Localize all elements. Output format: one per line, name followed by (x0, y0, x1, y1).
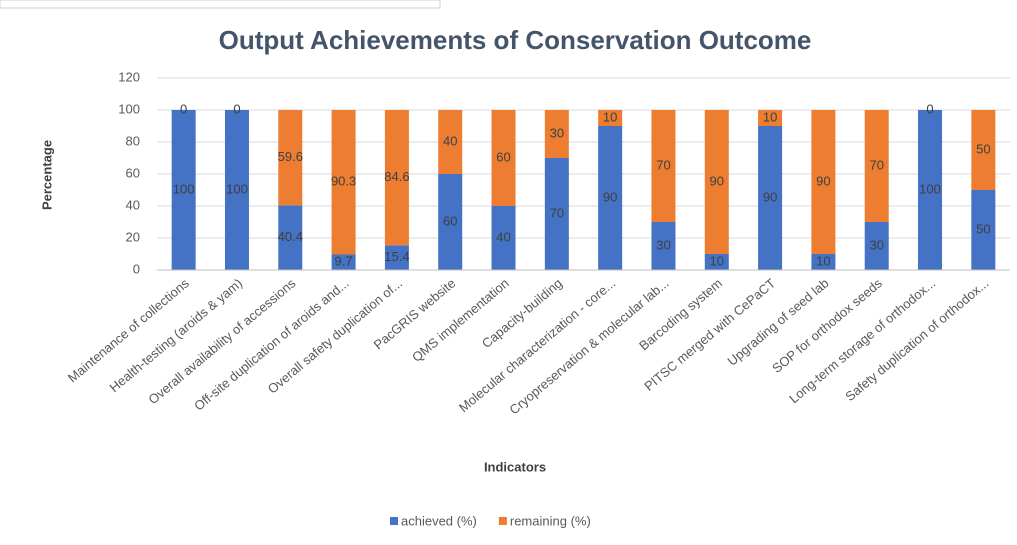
bar-segment (811, 110, 836, 254)
data-label: 90 (816, 173, 830, 188)
bar-segment (331, 254, 356, 270)
data-label: 30 (550, 125, 564, 140)
bar-segment (758, 110, 783, 126)
bar-segment (384, 245, 409, 270)
y-tick-label: 60 (126, 165, 140, 180)
y-tick-label: 100 (118, 101, 140, 116)
bar-segment (598, 110, 623, 126)
x-axis-title: Indicators (484, 459, 546, 474)
bar-segment (491, 206, 516, 270)
data-label: 40 (496, 229, 510, 244)
data-label: 100 (226, 181, 248, 196)
data-label: 40 (443, 133, 457, 148)
bar-segment (278, 110, 303, 206)
bar-segment (224, 110, 249, 270)
bar-segment (544, 158, 569, 270)
data-label: 9.7 (335, 254, 353, 269)
data-label: 10 (710, 253, 724, 268)
data-label: 90 (710, 173, 724, 188)
bar-segment (491, 110, 516, 206)
chart-title: Output Achievements of Conservation Outc… (219, 25, 812, 55)
data-label: 30 (869, 237, 883, 252)
data-label: 70 (656, 157, 670, 172)
y-tick-label: 40 (126, 197, 140, 212)
data-label: 10 (763, 109, 777, 124)
data-label: 0 (926, 101, 933, 116)
y-tick-label: 0 (133, 261, 140, 276)
y-tick-label: 80 (126, 133, 140, 148)
data-label: 90.3 (331, 174, 356, 189)
legend-label: achieved (%) (401, 513, 477, 528)
data-label: 90 (763, 189, 777, 204)
y-axis-title: Percentage (39, 140, 54, 210)
x-tick-label: QMS implementation (409, 275, 512, 365)
data-label: 59.6 (278, 149, 303, 164)
data-label: 10 (816, 253, 830, 268)
legend-label: remaining (%) (510, 513, 591, 528)
data-label: 10 (603, 109, 617, 124)
data-label: 60 (496, 149, 510, 164)
bar-segment (384, 110, 409, 246)
data-label: 70 (869, 157, 883, 172)
bar-segment (438, 110, 463, 174)
input-box (0, 0, 441, 9)
bar-segment (811, 254, 836, 270)
bar-segment (758, 126, 783, 270)
y-tick-label: 20 (126, 229, 140, 244)
bar-segment (864, 222, 889, 270)
data-label: 100 (173, 181, 195, 196)
bar-segment (971, 190, 996, 270)
data-label: 0 (233, 101, 240, 116)
bar-segment (651, 110, 676, 222)
legend-swatch (390, 517, 398, 525)
data-label: 70 (550, 205, 564, 220)
legend-swatch (498, 517, 507, 525)
data-label: 50 (976, 141, 990, 156)
bar-segment (704, 110, 729, 254)
x-tick-label: Upgrading of seed lab (724, 275, 831, 368)
data-label: 40.4 (278, 229, 303, 244)
data-label: 15.4 (384, 249, 409, 264)
bar-segment (864, 110, 889, 222)
data-label: 84.6 (384, 169, 409, 184)
bar-segment (438, 174, 463, 270)
data-label: 50 (976, 221, 990, 236)
bar-segment (704, 254, 729, 270)
data-label: 100 (919, 181, 941, 196)
bar-segment (598, 126, 623, 270)
data-label: 0 (180, 101, 187, 116)
bar-segment (918, 110, 943, 270)
bar-segment (544, 110, 569, 158)
bar-segment (971, 110, 996, 190)
data-label: 90 (603, 189, 617, 204)
bar-segment (331, 110, 356, 255)
y-tick-label: 120 (118, 69, 140, 84)
bar-segment (278, 205, 303, 270)
bar-segment (171, 110, 196, 270)
data-label: 60 (443, 213, 457, 228)
bar-segment (651, 222, 676, 270)
data-label: 30 (656, 237, 670, 252)
